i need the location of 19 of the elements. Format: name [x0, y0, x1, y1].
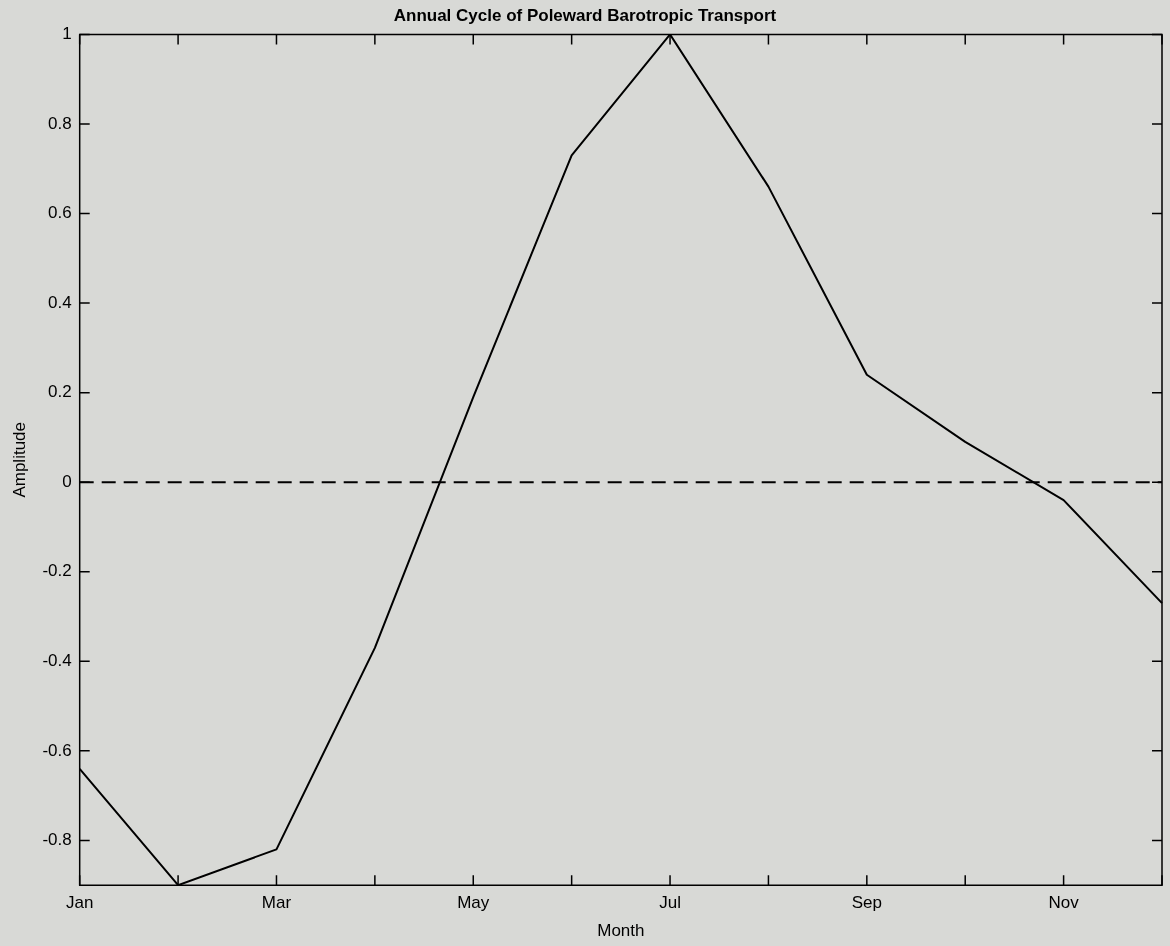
y-tick-label: -0.2	[42, 561, 72, 581]
y-tick-label: 0.8	[48, 113, 72, 133]
x-tick-label: Nov	[1048, 893, 1080, 913]
y-tick-label: 0.4	[48, 292, 72, 312]
x-tick-label: Mar	[261, 893, 292, 913]
x-tick-label: Jul	[659, 893, 681, 913]
y-tick-label: 0	[62, 471, 72, 491]
x-axis-title: Month	[597, 921, 645, 941]
y-tick-label: 1	[62, 24, 72, 44]
y-axis-title: Amplitude	[9, 422, 29, 498]
x-tick-label: Sep	[851, 893, 882, 913]
y-tick-label: -0.4	[42, 650, 72, 670]
y-tick-label: -0.8	[42, 830, 72, 850]
x-tick-label: Jan	[65, 893, 94, 913]
y-tick-label: 0.2	[48, 382, 72, 402]
y-tick-label: -0.6	[42, 740, 72, 760]
x-tick-label: May	[457, 893, 490, 913]
chart-title: Annual Cycle of Poleward Barotropic Transport	[393, 5, 777, 25]
y-tick-label: 0.6	[48, 203, 72, 223]
